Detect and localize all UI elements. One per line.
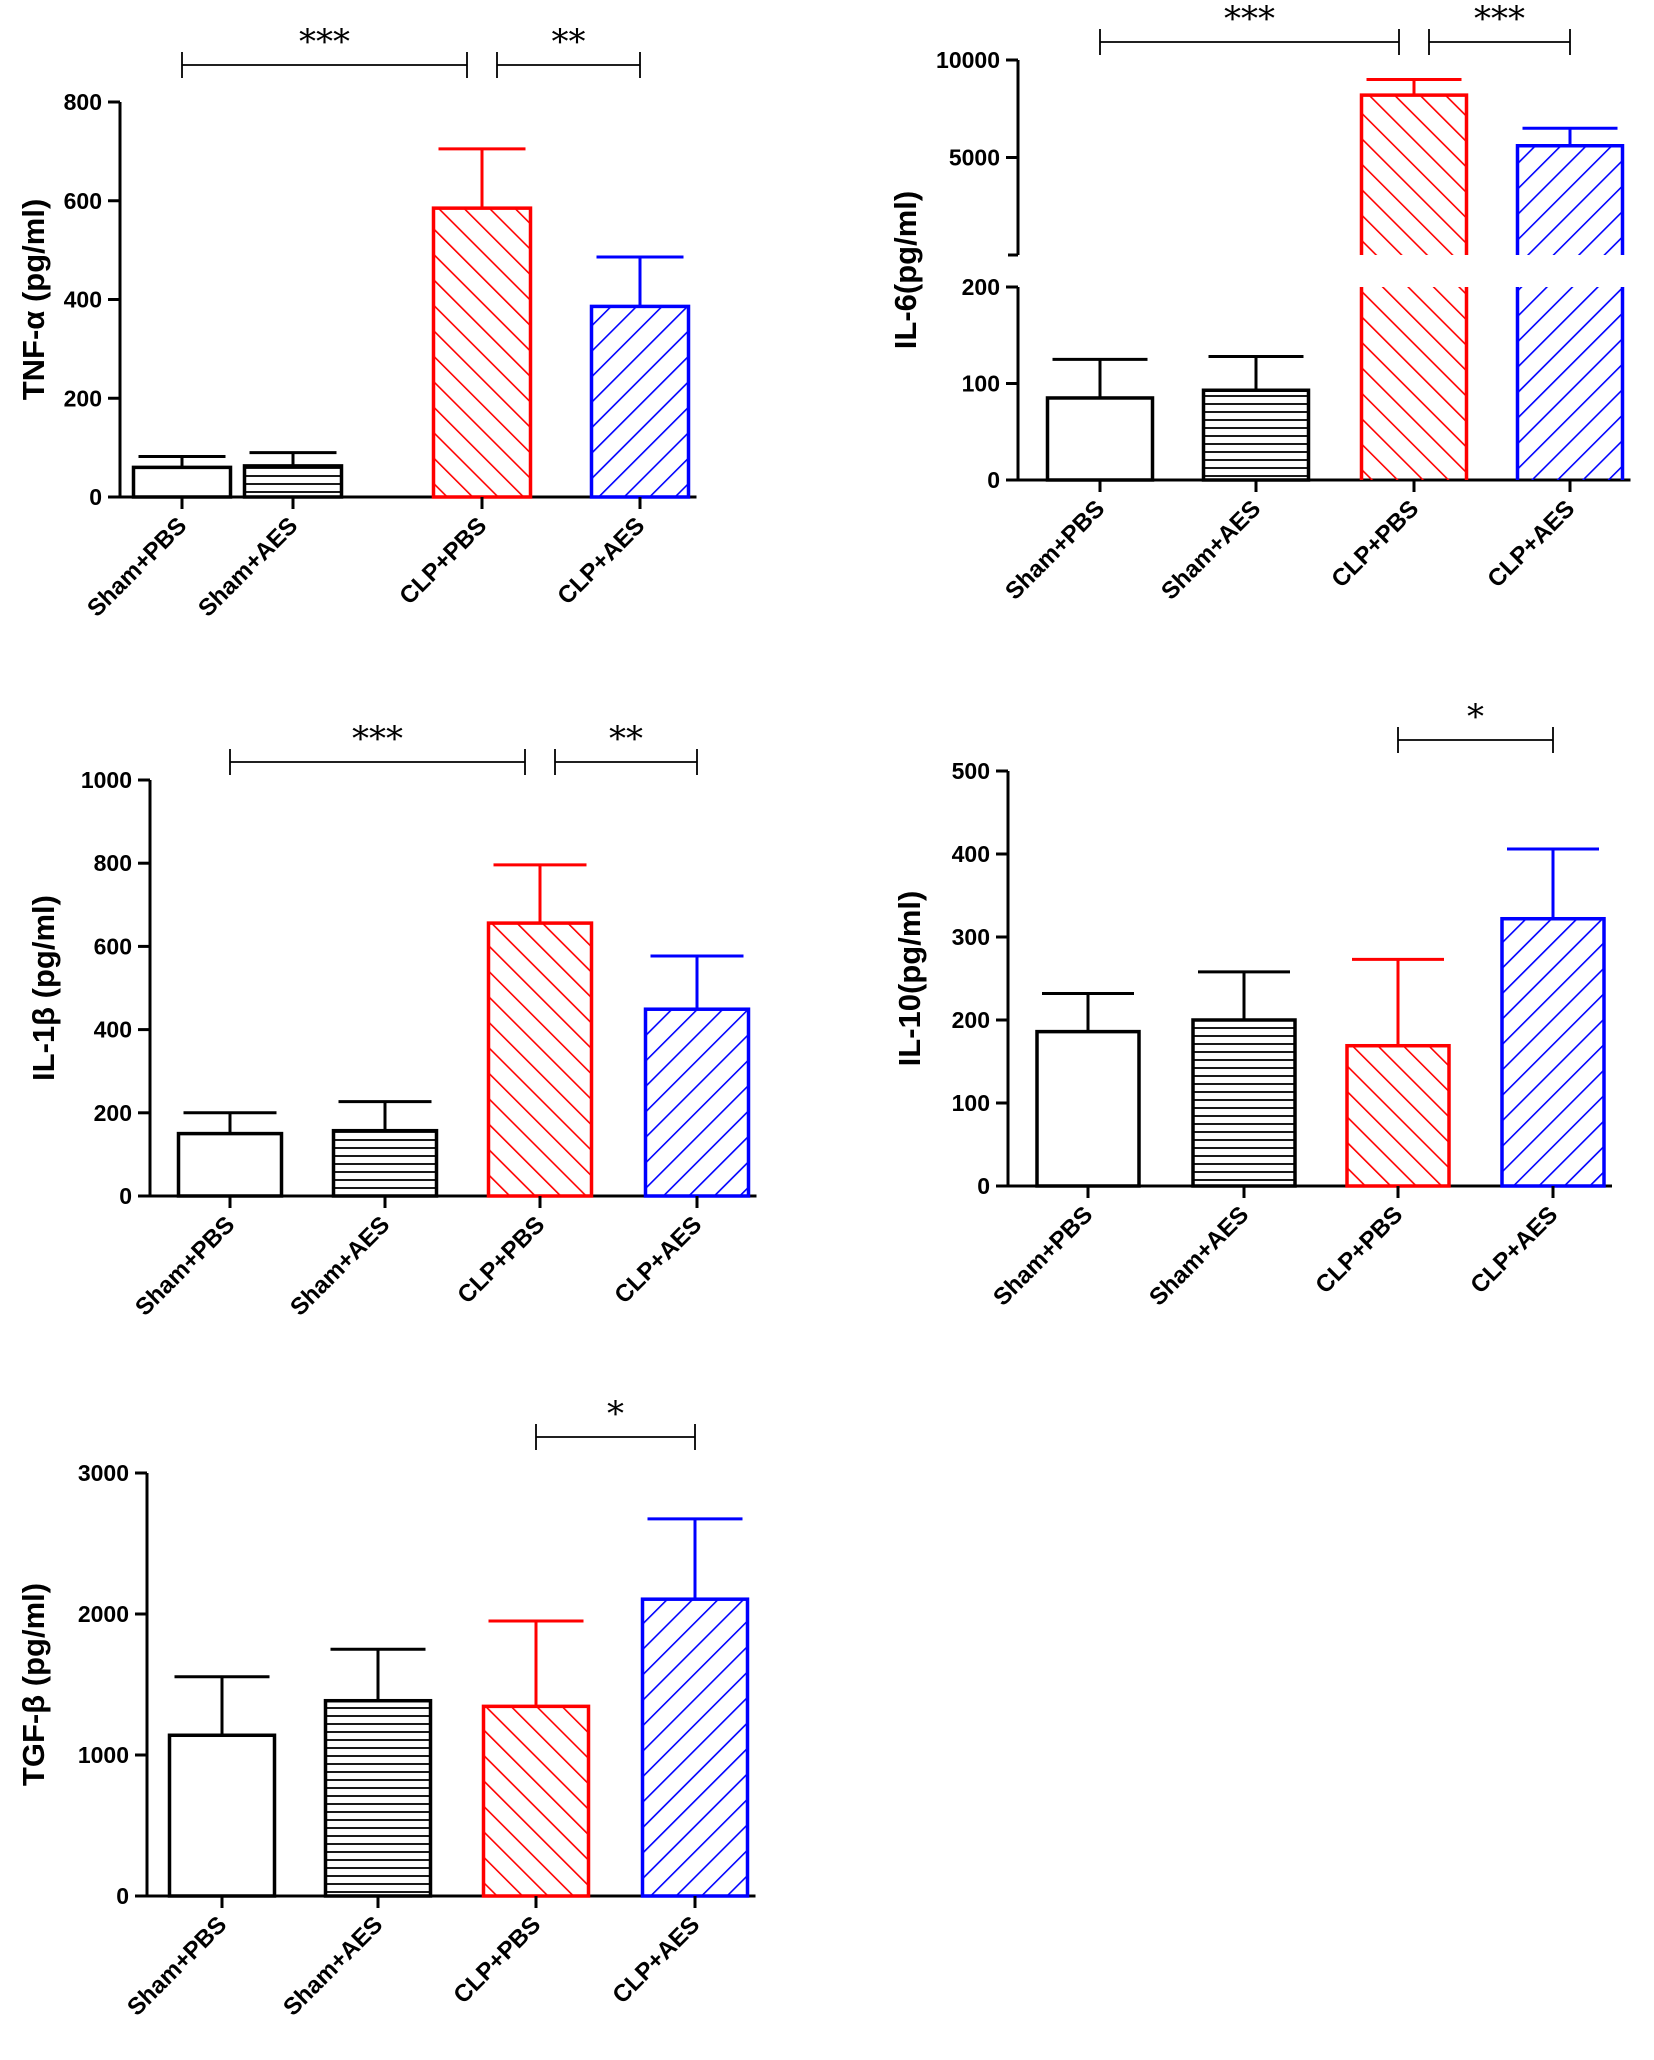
category-label: Sham+PBS xyxy=(130,1211,240,1321)
category-label: Sham+AES xyxy=(1156,495,1266,605)
bar-0 xyxy=(1035,1029,1141,1188)
bar-fill xyxy=(1361,95,1467,255)
y-tick-label: 2000 xyxy=(78,1601,129,1627)
bar-1 xyxy=(242,464,344,499)
bar-fill xyxy=(1203,390,1309,480)
bar-fill xyxy=(1517,287,1623,480)
bar-fill xyxy=(1517,145,1623,255)
y-tick-label: 100 xyxy=(962,371,1000,397)
bar-3 xyxy=(643,1007,751,1198)
y-tick-label: 0 xyxy=(89,484,102,510)
y-axis-title: IL-10(pg/ml) xyxy=(892,891,927,1067)
y-tick-label: 400 xyxy=(64,287,102,313)
y-tick-label: 800 xyxy=(94,850,132,876)
bar-0 xyxy=(176,1131,284,1198)
bar-2 xyxy=(481,1704,591,1898)
y-tick-label: 200 xyxy=(962,274,1000,300)
category-label: Sham+AES xyxy=(1144,1201,1254,1311)
category-label: CLP+PBS xyxy=(1326,495,1424,593)
category-label: Sham+AES xyxy=(278,1911,388,2021)
y-tick-label: 0 xyxy=(977,1173,990,1199)
category-label: Sham+AES xyxy=(285,1211,395,1321)
bar-2 xyxy=(1359,93,1469,480)
y-axis-title: IL-1β (pg/ml) xyxy=(26,895,61,1081)
category-label: Sham+PBS xyxy=(122,1911,232,2021)
y-axis-title: IL-6(pg/ml) xyxy=(888,191,923,349)
y-tick-label: 10000 xyxy=(936,47,1000,73)
il6-panel: 0 100 200 5000 10000 IL-6(pg/ml) Sham+PBS Sham+… xyxy=(888,0,1631,605)
y-tick-label: 500 xyxy=(952,758,990,784)
y-axis-title: TGF-β (pg/ml) xyxy=(16,1583,51,1786)
bar-1 xyxy=(1191,1018,1297,1188)
tgf-beta-panel: 0 1000 2000 3000 TGF-β (pg/ml) Sham+PBS Sham+A… xyxy=(16,1394,756,2021)
bar-0 xyxy=(131,465,233,499)
bar-3 xyxy=(1515,144,1625,480)
y-tick-label: 200 xyxy=(64,385,102,411)
bar-2 xyxy=(486,921,594,1198)
bar-1 xyxy=(323,1698,433,1898)
y-tick-label: 300 xyxy=(952,924,990,950)
tnf-alpha-panel: 0 200 400 600 800 TNF-α (pg/ml) Sham+PBS Sham+A… xyxy=(16,22,697,622)
bar-3 xyxy=(589,304,691,499)
y-tick-label: 200 xyxy=(94,1100,132,1126)
y-tick-label: 200 xyxy=(952,1007,990,1033)
y-tick-label: 3000 xyxy=(78,1460,129,1486)
y-tick-label: 400 xyxy=(94,1017,132,1043)
significance-label: *** xyxy=(299,22,350,62)
bar-fill xyxy=(1047,397,1153,480)
bar-2 xyxy=(431,206,533,499)
category-label: CLP+PBS xyxy=(452,1211,550,1309)
il1-beta-panel: 0 200 400 600 800 1000 IL-1β (pg/ml) Sham+PBS Sh… xyxy=(26,719,757,1321)
significance-label: * xyxy=(607,1394,624,1434)
bar-3 xyxy=(640,1597,750,1898)
significance-label: * xyxy=(1467,697,1484,737)
category-label: CLP+PBS xyxy=(394,512,492,610)
y-tick-label: 0 xyxy=(987,467,1000,493)
bar-1 xyxy=(331,1128,439,1198)
bar-fill xyxy=(1361,287,1467,480)
y-axis-title: TNF-α (pg/ml) xyxy=(16,199,51,401)
y-tick-label: 100 xyxy=(952,1090,990,1116)
y-tick-label: 1000 xyxy=(81,767,132,793)
significance-label: ** xyxy=(609,719,643,759)
bar-3 xyxy=(1500,916,1606,1188)
y-tick-label: 800 xyxy=(64,89,102,115)
significance-label: *** xyxy=(352,719,403,759)
y-tick-label: 600 xyxy=(94,933,132,959)
category-label: Sham+PBS xyxy=(82,512,192,622)
category-label: Sham+PBS xyxy=(988,1201,1098,1311)
y-tick-label: 0 xyxy=(116,1883,129,1909)
category-label: CLP+AES xyxy=(607,1911,705,2009)
il10-panel: 0 100 200 300 400 500 IL-10(pg/ml) Sham+PBS Sham… xyxy=(892,697,1612,1311)
category-label: Sham+AES xyxy=(193,512,303,622)
y-tick-label: 600 xyxy=(64,188,102,214)
y-tick-label: 400 xyxy=(952,841,990,867)
significance-label: *** xyxy=(1474,0,1525,39)
category-label: Sham+PBS xyxy=(1000,495,1110,605)
significance-label: ** xyxy=(552,22,586,62)
category-label: CLP+AES xyxy=(1465,1201,1563,1299)
y-tick-label: 0 xyxy=(119,1183,132,1209)
category-label: CLP+PBS xyxy=(448,1911,546,2009)
y-tick-label: 5000 xyxy=(949,145,1000,171)
y-tick-label: 1000 xyxy=(78,1742,129,1768)
significance-label: *** xyxy=(1224,0,1275,39)
category-label: CLP+AES xyxy=(609,1211,707,1309)
bar-0 xyxy=(167,1733,277,1898)
category-label: CLP+AES xyxy=(552,512,650,610)
category-label: CLP+PBS xyxy=(1310,1201,1408,1299)
category-label: CLP+AES xyxy=(1482,495,1580,593)
bar-2 xyxy=(1345,1043,1451,1188)
